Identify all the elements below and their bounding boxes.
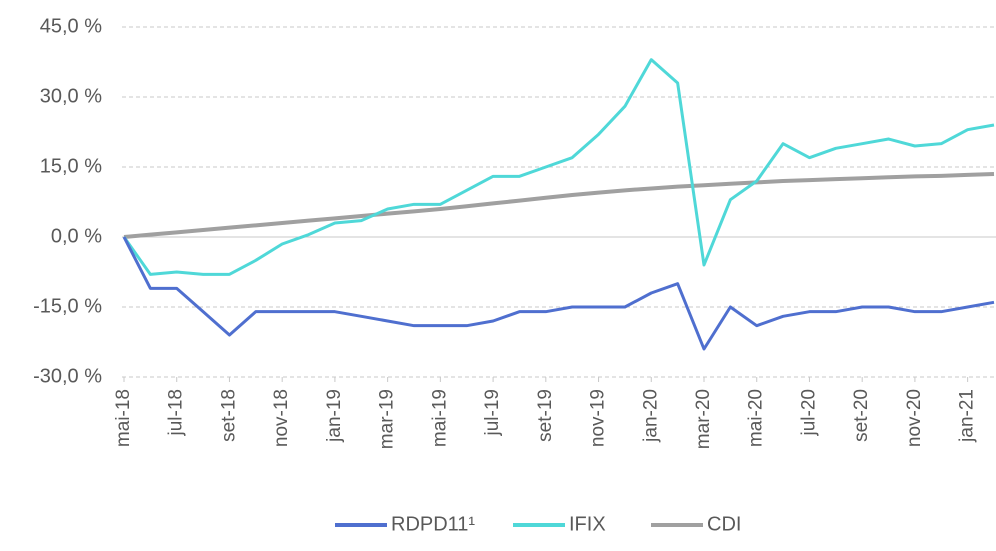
x-tick-label: set-20 <box>851 389 872 442</box>
x-tick-label: jul-20 <box>798 389 819 436</box>
x-tick-label: nov-20 <box>904 389 925 447</box>
x-tick-label: jan-20 <box>640 389 661 443</box>
x-tick-label: mai-20 <box>746 389 767 447</box>
legend-label: IFIX <box>569 513 606 535</box>
y-tick-label: 15,0 % <box>40 155 102 177</box>
x-tick-label: jan-21 <box>957 389 978 443</box>
x-tick-label: mar-19 <box>377 389 398 449</box>
y-tick-label: 30,0 % <box>40 85 102 107</box>
x-tick-label: mai-19 <box>429 389 450 447</box>
y-tick-label: -30,0 % <box>33 365 102 387</box>
x-tick-label: jul-18 <box>166 389 187 436</box>
x-tick-label: mai-18 <box>113 389 134 447</box>
x-tick-label: nov-18 <box>271 389 292 447</box>
x-tick-label: mar-20 <box>693 389 714 449</box>
y-tick-label: 45,0 % <box>40 15 102 37</box>
series-line <box>123 172 995 239</box>
y-tick-label: -15,0 % <box>33 295 102 317</box>
legend-label: RDPD11¹ <box>391 513 475 535</box>
x-tick-label: jan-19 <box>324 389 345 443</box>
legend-label: CDI <box>707 513 741 535</box>
series-line <box>122 236 995 351</box>
x-tick-label: set-19 <box>535 389 556 442</box>
y-tick-label: 0,0 % <box>51 225 102 247</box>
series-line <box>122 58 995 276</box>
x-tick-label: set-18 <box>218 389 239 442</box>
x-tick-label: jul-19 <box>482 389 503 436</box>
x-tick-label: nov-19 <box>588 389 609 447</box>
